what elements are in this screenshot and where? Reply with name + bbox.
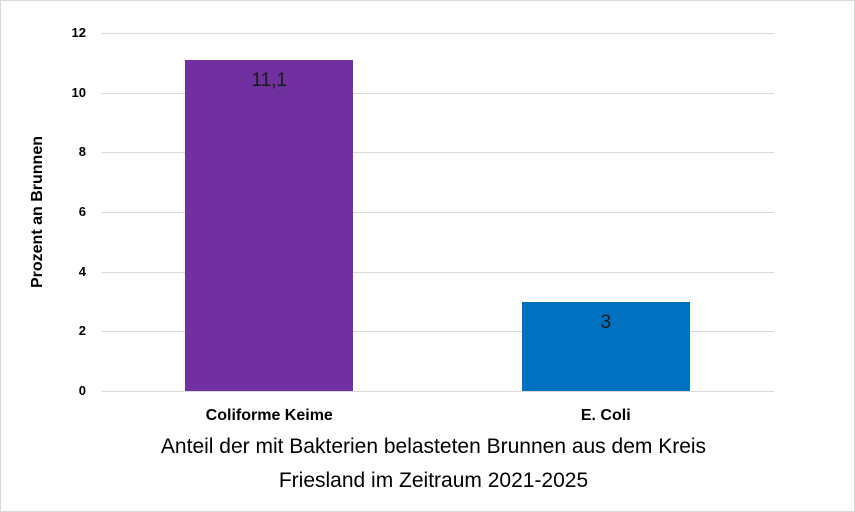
bar-1: 11,1 [185, 59, 354, 391]
gridline [101, 33, 774, 34]
y-tick-label: 6 [78, 204, 86, 219]
gridline [101, 152, 774, 154]
y-tick-label: 10 [71, 84, 86, 100]
chart-title-line-2: Friesland im Zeitraum 2021-2025 [278, 469, 589, 492]
gridline [101, 331, 774, 333]
y-tick-label: 2 [78, 323, 86, 339]
y-tick-label: 12 [71, 25, 86, 40]
chart-title-line-1: Anteil der mit Bakterien belasteten Brun… [160, 435, 707, 458]
plot-area: 11,1 3 [101, 33, 774, 392]
data-label: 3 [600, 311, 612, 333]
bar-2: 3 [521, 301, 690, 391]
x-category-label: E. Coli [580, 407, 631, 424]
gridline [101, 271, 774, 273]
x-category-label: Coliforme Keime [205, 407, 333, 424]
y-tick-label: 8 [78, 144, 86, 160]
data-label: 11,1 [251, 69, 288, 91]
gridline [101, 212, 774, 213]
y-axis-label: Prozent an Brunnen [29, 135, 46, 289]
gridline [101, 92, 774, 94]
y-tick-label: 0 [78, 383, 86, 398]
y-tick-label: 4 [78, 263, 86, 279]
gridline [101, 391, 774, 392]
